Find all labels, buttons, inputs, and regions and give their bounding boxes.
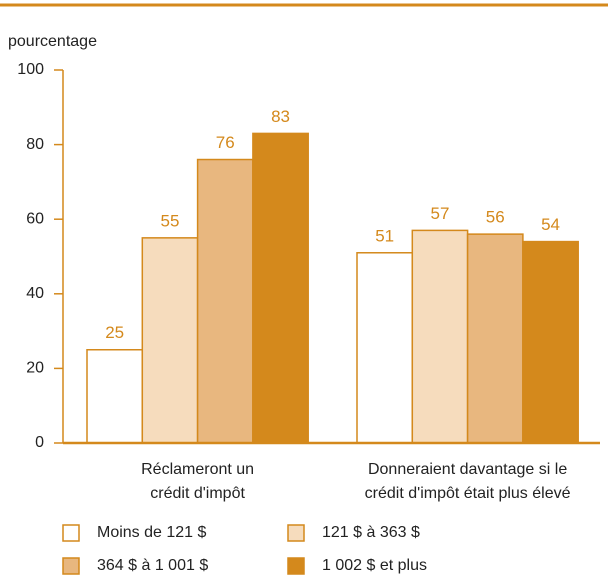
legend-label: 364 $ à 1 001 $: [97, 557, 208, 574]
y-tick-label: 60: [26, 210, 44, 227]
x-tick-label: crédit d'impôt: [150, 485, 245, 502]
bar: [411, 229, 469, 444]
y-tick-label: 0: [35, 434, 44, 451]
x-tick-label: Donneraient davantage si le: [368, 461, 567, 478]
bar: [86, 349, 144, 444]
bar: [252, 132, 309, 444]
y-tick-label: 20: [26, 360, 44, 377]
value-label: 54: [541, 215, 560, 234]
legend-swatch: [62, 524, 80, 542]
y-tick-label: 40: [26, 285, 44, 302]
value-label: 83: [271, 107, 290, 126]
value-label: 55: [160, 211, 179, 230]
x-tick-label: crédit d'impôt était plus élevé: [365, 485, 571, 502]
value-label: 76: [216, 133, 235, 152]
y-tick-label: 100: [17, 61, 44, 78]
legend-label: 121 $ à 363 $: [322, 524, 420, 541]
bar: [522, 240, 579, 444]
bar: [356, 252, 414, 444]
value-label: 56: [486, 208, 505, 227]
x-tick-label: Réclameront un: [141, 461, 254, 478]
bar: [466, 233, 524, 444]
legend-label: 1 002 $ et plus: [322, 557, 427, 574]
bar: [141, 237, 199, 444]
legend-swatch: [62, 557, 80, 575]
y-tick-label: 80: [26, 136, 44, 153]
legend-swatch: [287, 524, 305, 542]
value-label: 51: [375, 226, 394, 245]
legend-swatch: [287, 557, 305, 575]
value-label: 25: [105, 323, 124, 342]
value-label: 57: [430, 204, 449, 223]
legend-label: Moins de 121 $: [97, 524, 207, 541]
y-axis-label: pourcentage: [8, 33, 97, 50]
bar: [196, 158, 254, 444]
